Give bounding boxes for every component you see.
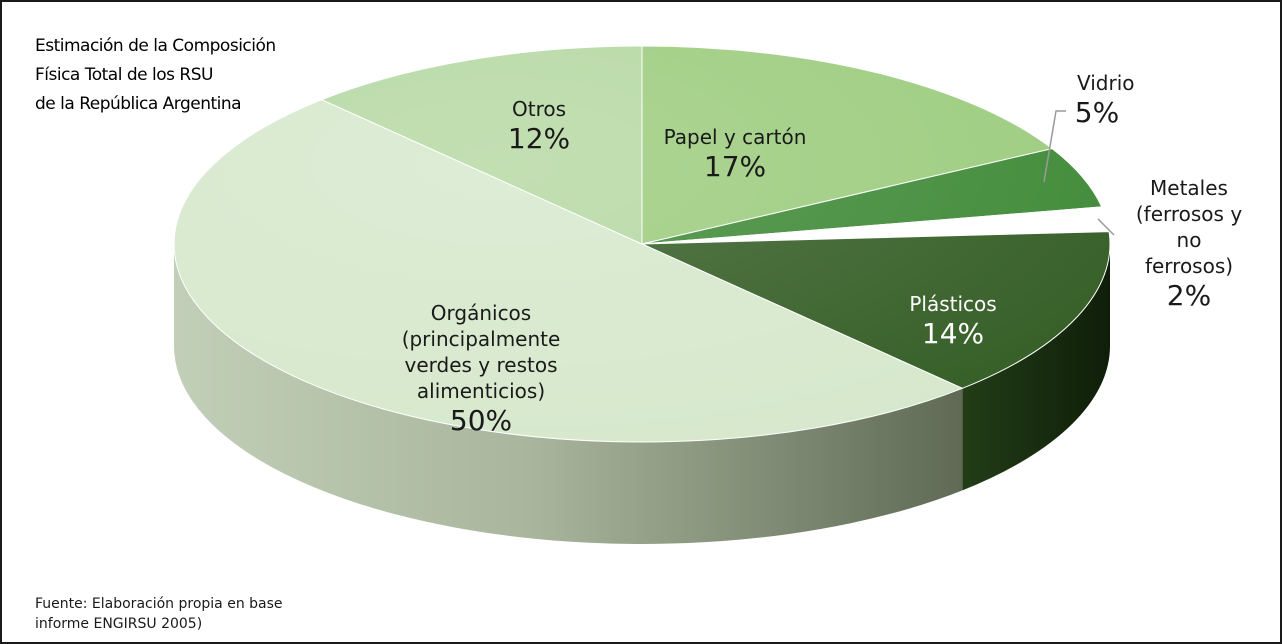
slice-value-otros: 12% — [508, 122, 570, 155]
slice-value-vidrio: 5% — [1075, 96, 1119, 129]
slice-name-papel-y-carton: Papel y cartón — [664, 125, 807, 149]
slice-name-plasticos: Plásticos — [909, 292, 996, 316]
slice-name-metales-line-3: no — [1177, 228, 1202, 252]
leader-line-vidrio — [1043, 110, 1066, 183]
chart-title-line-3: de la República Argentina — [35, 94, 242, 114]
pie-side-plasticos — [962, 244, 1110, 491]
chart-title-line-2: Física Total de los RSU — [35, 65, 213, 85]
slice-name-organicos-line-3: verdes y restos — [405, 353, 558, 377]
pie-top — [173, 45, 1111, 443]
slice-value-plasticos: 14% — [922, 317, 984, 350]
pie-side-organicos — [173, 244, 963, 545]
pie-side — [173, 244, 1110, 545]
slice-name-organicos-line-2: (principalmente — [402, 327, 561, 351]
pie-top-highlight — [174, 46, 1110, 442]
slice-name-metales-line-4: ferrosos) — [1145, 254, 1233, 278]
chart-title-line-1: Estimación de la Composición — [35, 36, 276, 56]
slice-name-organicos-line-4: alimenticios) — [417, 379, 545, 403]
slice-name-metales-line-1: Metales — [1150, 176, 1228, 200]
slice-name-metales-line-2: (ferrosos y — [1136, 202, 1242, 226]
source-note-line-2: informe ENGIRSU 2005) — [35, 616, 203, 632]
slice-name-vidrio: Vidrio — [1077, 71, 1135, 95]
source-note-line-1: Fuente: Elaboración propia en base — [35, 596, 283, 612]
slice-value-organicos: 50% — [450, 404, 512, 437]
slice-labels: Papel y cartón17%Vidrio5%Metales(ferroso… — [402, 71, 1243, 437]
leader-line-metales — [1097, 218, 1115, 236]
slice-name-otros: Otros — [512, 97, 566, 121]
slice-name-organicos-line-1: Orgánicos — [431, 301, 531, 325]
leader-lines — [1043, 110, 1115, 236]
slice-value-metales: 2% — [1167, 279, 1211, 312]
slice-value-papel-y-carton: 17% — [704, 150, 766, 183]
